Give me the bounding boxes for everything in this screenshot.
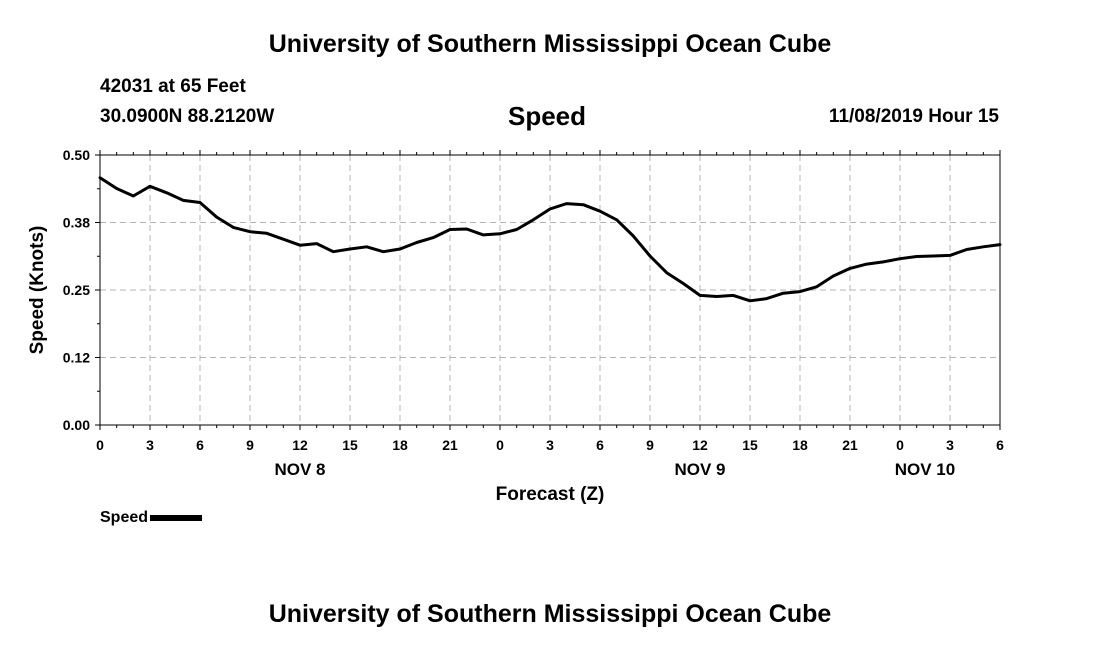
y-axis-label: Speed (Knots)	[27, 226, 48, 355]
footer-title: University of Southern Mississippi Ocean…	[268, 600, 832, 628]
date-label: NOV 10	[895, 460, 955, 479]
x-tick-label: 12	[292, 437, 308, 453]
y-tick-label: 0.00	[63, 417, 90, 433]
y-tick-label: 0.25	[63, 282, 90, 298]
tick-labels: 0.00 0.12 0.25 0.38 0.50 0 3 6 9 12 15 18 21 0 3 6 9 12 15…	[63, 147, 1004, 479]
x-tick-label: 9	[246, 437, 254, 453]
x-tick-label: 18	[792, 437, 808, 453]
page-title: University of Southern Mississippi Ocean…	[268, 30, 832, 58]
grid	[100, 155, 1000, 425]
speed-series-line	[98, 176, 1002, 303]
legend-label: Speed	[100, 509, 149, 526]
x-tick-label: 12	[692, 437, 708, 453]
x-tick-label: 6	[596, 437, 604, 453]
legend: Speed	[100, 509, 203, 527]
x-tick-label: 15	[342, 437, 358, 453]
x-tick-label: 6	[196, 437, 204, 453]
x-tick-label: 15	[742, 437, 758, 453]
x-tick-label: 18	[392, 437, 408, 453]
x-tick-label: 3	[146, 437, 154, 453]
x-tick-label: 21	[442, 437, 458, 453]
x-tick-label: 3	[946, 437, 954, 453]
x-tick-label: 9	[646, 437, 654, 453]
timestamp-label: 11/08/2019 Hour 15	[828, 106, 999, 127]
x-tick-label: 0	[896, 437, 904, 453]
x-axis-label: Forecast (Z)	[496, 484, 605, 505]
station-label: 42031 at 65 Feet	[100, 76, 246, 97]
legend-swatch	[150, 514, 203, 521]
y-tick-label: 0.38	[63, 215, 90, 231]
coordinates-label: 30.0900N 88.2120W	[100, 106, 275, 127]
date-label: NOV 8	[274, 460, 325, 479]
date-label: NOV 9	[674, 460, 725, 479]
chart-title: Speed	[508, 101, 587, 131]
ticks	[95, 150, 1001, 430]
x-tick-label: 3	[546, 437, 554, 453]
y-tick-label: 0.50	[63, 147, 90, 163]
x-tick-label: 6	[996, 437, 1004, 453]
x-tick-label: 0	[496, 437, 504, 453]
x-tick-label: 21	[842, 437, 858, 453]
x-tick-label: 0	[96, 437, 104, 453]
y-tick-label: 0.12	[63, 350, 90, 366]
